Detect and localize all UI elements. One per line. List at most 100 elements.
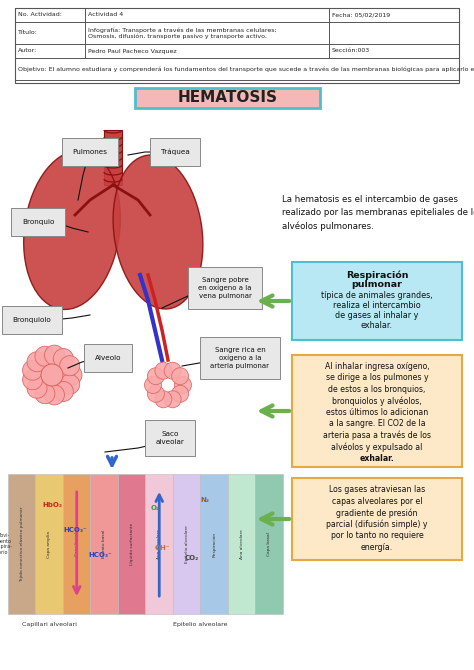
Text: No. Actividad:: No. Actividad: xyxy=(18,13,62,17)
Text: Capillari alveolari: Capillari alveolari xyxy=(22,622,77,627)
Text: Respiración: Respiración xyxy=(346,270,408,279)
Text: Líquido surfactante: Líquido surfactante xyxy=(130,523,134,565)
Text: realiza el intercambio: realiza el intercambio xyxy=(333,301,421,310)
Bar xyxy=(255,474,283,614)
Ellipse shape xyxy=(147,368,164,385)
Text: exhalar.: exhalar. xyxy=(360,454,394,463)
Text: Capa basal: Capa basal xyxy=(75,532,79,556)
Text: La hematosis es el intercambio de gases
realizado por las membranas epiteliales : La hematosis es el intercambio de gases … xyxy=(282,195,474,231)
Text: energía.: energía. xyxy=(361,543,393,551)
Bar xyxy=(146,474,173,614)
Text: parcial (difusión simple) y: parcial (difusión simple) y xyxy=(326,519,428,529)
Text: se dirige a los pulmones y: se dirige a los pulmones y xyxy=(326,373,428,383)
Bar xyxy=(292,478,462,560)
Bar xyxy=(104,130,122,185)
Text: Respiración: Respiración xyxy=(212,531,216,557)
Text: Bronquiolo: Bronquiolo xyxy=(13,317,51,323)
Ellipse shape xyxy=(145,377,162,393)
Ellipse shape xyxy=(45,385,64,405)
Ellipse shape xyxy=(60,356,80,376)
Bar xyxy=(8,474,36,614)
Text: Ana alveolare: Ana alveolare xyxy=(157,529,161,559)
Text: de estos a los bronquios,: de estos a los bronquios, xyxy=(328,385,426,394)
Text: Infografía: Transporte a través de las membranas celulares;
Osmosis, difusión, t: Infografía: Transporte a través de las m… xyxy=(88,27,277,39)
Bar xyxy=(292,262,462,340)
Text: Capa basal: Capa basal xyxy=(267,532,271,556)
Text: Los gases atraviesan las: Los gases atraviesan las xyxy=(329,485,425,494)
Text: Saco
alveolar: Saco alveolar xyxy=(155,431,184,445)
Text: HCO₃⁻: HCO₃⁻ xyxy=(88,552,112,558)
Text: Movi-
mento
respira-
torio: Movi- mento respira- torio xyxy=(0,533,12,555)
Ellipse shape xyxy=(27,352,47,372)
Bar xyxy=(91,474,118,614)
Text: gradiente de presión: gradiente de presión xyxy=(336,508,418,517)
Ellipse shape xyxy=(23,360,43,380)
Text: capas alveolares por el: capas alveolares por el xyxy=(332,496,422,505)
Bar xyxy=(292,355,462,467)
Text: arteria pasa a través de los: arteria pasa a través de los xyxy=(323,431,431,440)
Bar xyxy=(201,474,228,614)
Text: Sección:003: Sección:003 xyxy=(332,48,370,54)
Ellipse shape xyxy=(60,375,80,394)
Bar xyxy=(118,474,146,614)
Ellipse shape xyxy=(172,385,189,402)
Bar xyxy=(228,474,255,614)
Text: Fecha: 05/02/2019: Fecha: 05/02/2019 xyxy=(332,13,390,17)
Ellipse shape xyxy=(54,348,73,369)
Text: Pulmones: Pulmones xyxy=(73,149,108,155)
Text: HEMATOSIS: HEMATOSIS xyxy=(177,90,277,105)
Bar xyxy=(173,474,201,614)
Text: Sangre rica en
oxígeno a la
arteria pulmonar: Sangre rica en oxígeno a la arteria pulm… xyxy=(210,347,270,368)
Text: Al inhalar ingresa oxígeno,: Al inhalar ingresa oxígeno, xyxy=(325,362,429,371)
Bar xyxy=(63,474,91,614)
Text: Tejido conectivo elástico pulmonar: Tejido conectivo elástico pulmonar xyxy=(20,507,24,582)
Text: Actividad 4: Actividad 4 xyxy=(88,13,123,17)
Ellipse shape xyxy=(41,364,63,386)
Text: Sangre pobre
en oxígeno a la
vena pulmonar: Sangre pobre en oxígeno a la vena pulmon… xyxy=(198,277,252,299)
Text: Epitelio alveolare: Epitelio alveolare xyxy=(173,622,228,627)
Ellipse shape xyxy=(62,365,82,385)
Ellipse shape xyxy=(54,381,73,401)
Text: Estrato basal: Estrato basal xyxy=(102,530,106,558)
Text: O₂: O₂ xyxy=(150,505,160,511)
Text: Bronquio: Bronquio xyxy=(22,219,54,225)
Text: N₂: N₂ xyxy=(201,497,210,503)
Text: de gases al inhalar y: de gases al inhalar y xyxy=(335,311,419,320)
Ellipse shape xyxy=(155,391,172,408)
Text: por lo tanto no requiere: por lo tanto no requiere xyxy=(331,531,423,540)
Bar xyxy=(135,88,320,108)
Ellipse shape xyxy=(24,151,120,310)
Ellipse shape xyxy=(164,391,181,408)
Text: alvéolos y expulsado al: alvéolos y expulsado al xyxy=(331,442,423,452)
Bar xyxy=(15,8,459,83)
Text: Epitelio alveolare: Epitelio alveolare xyxy=(185,525,189,563)
Text: OH⁻: OH⁻ xyxy=(154,545,170,551)
Text: Autor:: Autor: xyxy=(18,48,37,54)
Text: HbO₂: HbO₂ xyxy=(42,502,62,508)
Ellipse shape xyxy=(35,346,55,366)
Text: típica de animales grandes,: típica de animales grandes, xyxy=(321,291,433,300)
Text: exhalar.: exhalar. xyxy=(361,321,393,330)
Bar xyxy=(36,474,63,614)
Text: Ana alveolare: Ana alveolare xyxy=(240,529,244,559)
Text: Alveolo: Alveolo xyxy=(95,355,121,361)
Text: pulmonar: pulmonar xyxy=(352,280,402,289)
Text: Objetivo: El alumno estudiara y comprenderá los fundamentos del transporte que s: Objetivo: El alumno estudiara y comprend… xyxy=(18,66,474,72)
Text: Título:: Título: xyxy=(18,31,38,36)
Text: estos últimos lo adicionan: estos últimos lo adicionan xyxy=(326,408,428,417)
Text: Pedro Paul Pacheco Vazquez: Pedro Paul Pacheco Vazquez xyxy=(88,48,177,54)
Text: a la sangre. El CO2 de la: a la sangre. El CO2 de la xyxy=(328,419,425,429)
Ellipse shape xyxy=(147,385,164,402)
Ellipse shape xyxy=(35,384,55,404)
Ellipse shape xyxy=(172,368,189,385)
Ellipse shape xyxy=(45,345,64,365)
Ellipse shape xyxy=(27,379,47,398)
Ellipse shape xyxy=(113,155,203,309)
Text: HCO₃⁻: HCO₃⁻ xyxy=(63,527,87,533)
Text: bronquiolos y alvéolos,: bronquiolos y alvéolos, xyxy=(332,397,422,406)
Text: CO₂: CO₂ xyxy=(185,555,199,561)
Text: Capa amplia: Capa amplia xyxy=(47,531,51,557)
Ellipse shape xyxy=(23,370,43,390)
Ellipse shape xyxy=(155,362,172,379)
Ellipse shape xyxy=(174,377,191,393)
